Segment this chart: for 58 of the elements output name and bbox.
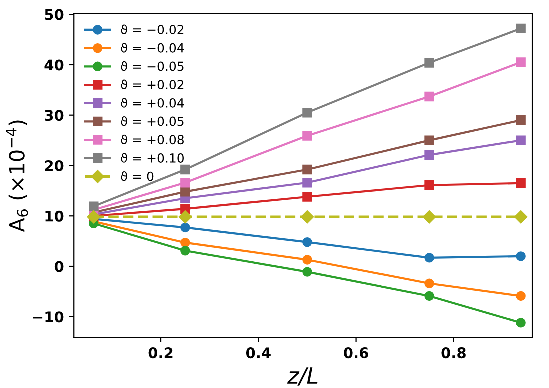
x-tick-label: 0.4 <box>246 348 271 359</box>
x-tick-label: 0.2 <box>148 348 173 359</box>
point <box>514 210 528 224</box>
point <box>178 210 192 224</box>
point <box>424 150 434 160</box>
y-tick-label: 20 <box>45 160 64 172</box>
x-axis-title: z/L <box>287 368 318 386</box>
point <box>516 116 526 126</box>
legend-label: ϑ = 0 <box>121 172 154 182</box>
point <box>516 291 526 302</box>
point <box>180 164 190 175</box>
y-tick-label: 10 <box>46 210 64 222</box>
point <box>180 222 190 233</box>
point <box>302 267 312 277</box>
point <box>302 131 312 141</box>
legend-label: ϑ = +0.02 <box>121 80 184 90</box>
point <box>302 255 312 265</box>
point <box>424 291 434 302</box>
point <box>516 24 526 34</box>
point <box>424 253 434 263</box>
point <box>180 238 190 248</box>
x-tick-label: 0.8 <box>442 348 466 359</box>
point <box>424 278 434 289</box>
legend-label: ϑ = −0.05 <box>121 61 184 72</box>
point <box>302 178 312 188</box>
point <box>180 187 190 197</box>
y-tick-label: 40 <box>44 60 64 71</box>
point <box>516 318 526 328</box>
point <box>424 58 434 68</box>
point <box>87 210 100 224</box>
y-tick-label: −10 <box>33 312 64 323</box>
point <box>302 192 312 202</box>
legend-label: ϑ = −0.02 <box>121 24 184 35</box>
legend-label: ϑ = +0.04 <box>121 98 184 108</box>
legend-label: ϑ = +0.05 <box>121 116 184 126</box>
y-tick-label: 0 <box>54 261 64 272</box>
point <box>424 136 434 146</box>
point <box>422 210 436 224</box>
point <box>300 210 314 224</box>
point <box>180 246 190 256</box>
point <box>302 108 312 118</box>
point <box>516 178 526 188</box>
legend-label: ϑ = +0.08 <box>121 134 184 145</box>
y-tick-label: 30 <box>45 110 64 122</box>
point <box>302 164 312 175</box>
legend-label: ϑ = +0.10 <box>121 153 184 163</box>
legend-label: ϑ = −0.04 <box>121 43 184 53</box>
point <box>516 252 526 262</box>
point <box>302 237 312 248</box>
point <box>424 180 434 190</box>
point <box>424 92 434 102</box>
point <box>89 202 99 212</box>
point <box>516 136 526 146</box>
point <box>516 58 526 68</box>
y-tick-label: 50 <box>45 9 64 20</box>
point <box>180 178 190 188</box>
x-tick-label: 0.6 <box>344 348 368 359</box>
y-axis-title: A$_{6}$ (×10$^{−4}$) <box>6 120 28 232</box>
